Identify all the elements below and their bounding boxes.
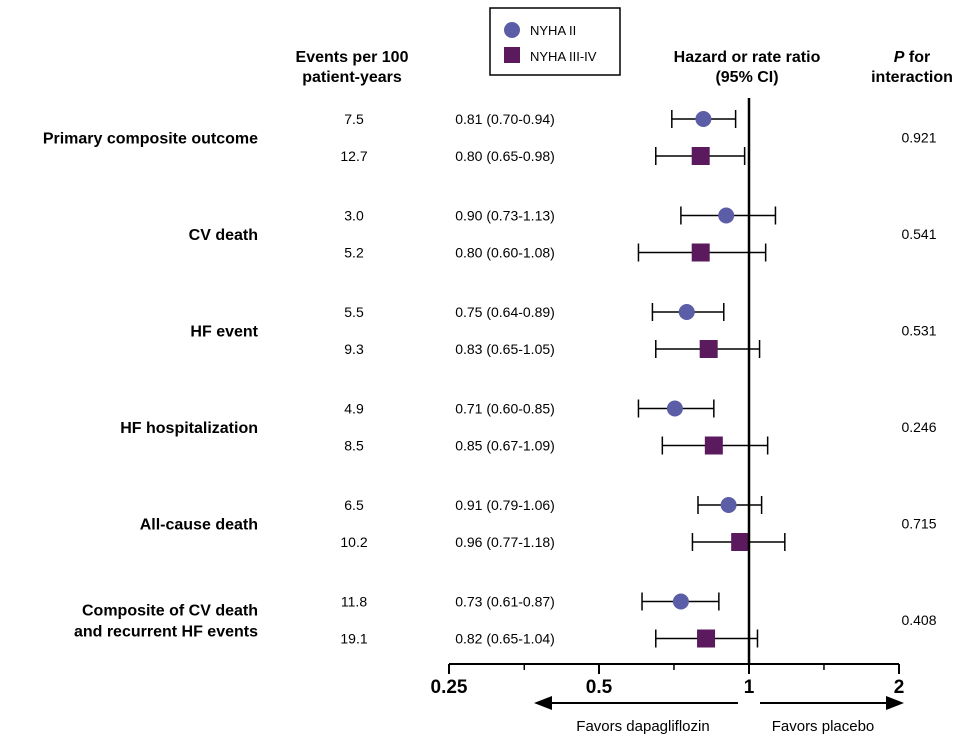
point-estimate-square bbox=[691, 243, 710, 262]
outcome-label: Primary composite outcome bbox=[43, 131, 258, 148]
p-interaction-value: 0.531 bbox=[901, 323, 936, 339]
p-interaction-value: 0.715 bbox=[901, 516, 936, 532]
p-interaction-value: 0.921 bbox=[901, 130, 936, 146]
ci-value: 0.80 (0.65-0.98) bbox=[455, 148, 555, 164]
outcome-label: Composite of CV death bbox=[82, 603, 258, 620]
outcome-rows: Primary composite outcome 0.921 7.5 0.81 (0… bbox=[43, 110, 937, 648]
ci-value: 0.96 (0.77-1.18) bbox=[455, 534, 555, 550]
outcome-group: Primary composite outcome 0.921 7.5 0.81 (0… bbox=[43, 110, 937, 165]
ci-value: 0.83 (0.65-1.05) bbox=[455, 341, 555, 357]
events-header-line2: patient-years bbox=[302, 69, 402, 86]
legend-square-marker bbox=[504, 47, 520, 63]
point-estimate-square bbox=[691, 147, 710, 165]
point-estimate-circle bbox=[718, 207, 735, 224]
legend: NYHA II NYHA III-IV bbox=[489, 7, 621, 76]
ci-value: 0.80 (0.60-1.08) bbox=[455, 245, 555, 261]
point-estimate-circle bbox=[666, 400, 683, 417]
favors-right-label: Favors placebo bbox=[772, 718, 875, 735]
events-value: 9.3 bbox=[344, 341, 364, 357]
x-axis: 0.25 0.5 1 2 bbox=[431, 663, 905, 698]
x-tick-label: 0.5 bbox=[586, 677, 613, 698]
outcome-label: All-cause death bbox=[140, 517, 258, 534]
events-value: 19.1 bbox=[340, 631, 367, 647]
p-header-line2: interaction bbox=[871, 69, 953, 86]
events-value: 6.5 bbox=[344, 497, 364, 513]
favors-left-label: Favors dapagliflozin bbox=[576, 718, 709, 735]
events-header-line1: Events per 100 bbox=[296, 49, 409, 66]
point-estimate-square bbox=[704, 436, 723, 455]
legend-label-nyha-ii: NYHA II bbox=[530, 23, 576, 38]
legend-circle-marker bbox=[504, 22, 520, 38]
point-estimate-circle bbox=[672, 593, 689, 610]
outcome-label: CV death bbox=[189, 227, 258, 244]
legend-label-nyha-iii-iv: NYHA III-IV bbox=[530, 49, 597, 64]
legend-box bbox=[489, 7, 621, 76]
point-estimate-circle bbox=[678, 304, 695, 320]
p-header-line1: P for bbox=[894, 49, 930, 66]
p-interaction-value: 0.408 bbox=[901, 612, 936, 628]
outcome-label: and recurrent HF events bbox=[74, 624, 258, 641]
favors-annotations: Favors dapagliflozin Favors placebo bbox=[534, 696, 904, 735]
outcome-group: HF hospitalization 0.246 4.9 0.71 (0.60-0.8… bbox=[120, 399, 937, 455]
p-header-rest: for bbox=[904, 49, 930, 66]
outcome-group: All-cause death 0.715 6.5 0.91 (0.79-1.06) 1… bbox=[140, 496, 937, 551]
events-value: 11.8 bbox=[341, 594, 367, 610]
x-tick-label: 0.25 bbox=[431, 677, 468, 698]
point-estimate-square bbox=[697, 629, 716, 648]
ci-value: 0.91 (0.79-1.06) bbox=[455, 497, 555, 513]
ci-value: 0.90 (0.73-1.13) bbox=[455, 208, 555, 224]
x-tick-label: 1 bbox=[744, 677, 755, 698]
ci-value: 0.73 (0.61-0.87) bbox=[455, 594, 555, 610]
point-estimate-circle bbox=[720, 497, 737, 513]
p-interaction-value: 0.246 bbox=[901, 419, 936, 435]
events-value: 8.5 bbox=[344, 438, 364, 454]
events-value: 5.5 bbox=[344, 304, 364, 320]
outcome-group: HF event 0.531 5.5 0.75 (0.64-0.89) 9.3 0.83 … bbox=[190, 303, 937, 358]
point-estimate-square bbox=[699, 340, 718, 358]
ci-value: 0.81 (0.70-0.94) bbox=[455, 111, 555, 127]
events-value: 4.9 bbox=[344, 401, 364, 417]
outcome-group: CV death 0.541 3.0 0.90 (0.73-1.13) 5.2 0.80 … bbox=[189, 206, 937, 262]
ci-value: 0.82 (0.65-1.04) bbox=[455, 631, 555, 647]
outcome-label: HF event bbox=[190, 324, 258, 341]
p-interaction-value: 0.541 bbox=[901, 226, 936, 242]
x-tick-label: 2 bbox=[894, 677, 905, 698]
ci-value: 0.75 (0.64-0.89) bbox=[455, 304, 555, 320]
ci-value: 0.71 (0.60-0.85) bbox=[455, 401, 555, 417]
outcome-group: Composite of CV death and recurrent HF ev… bbox=[74, 592, 937, 648]
events-value: 5.2 bbox=[344, 245, 364, 261]
outcome-label: HF hospitalization bbox=[120, 420, 258, 437]
point-estimate-square bbox=[731, 533, 750, 551]
favors-left-arrowhead bbox=[534, 696, 552, 710]
events-value: 7.5 bbox=[344, 111, 364, 127]
ci-value: 0.85 (0.67-1.09) bbox=[455, 438, 555, 454]
column-headers: Events per 100 patient-years Hazard or r… bbox=[296, 49, 953, 86]
events-value: 3.0 bbox=[344, 208, 364, 224]
favors-right-arrowhead bbox=[886, 696, 904, 710]
ratio-header-line2: (95% CI) bbox=[715, 69, 778, 86]
point-estimate-circle bbox=[695, 111, 712, 127]
events-value: 10.2 bbox=[340, 534, 367, 550]
p-header-italic: P bbox=[894, 49, 905, 66]
ratio-header-line1: Hazard or rate ratio bbox=[674, 49, 821, 66]
events-value: 12.7 bbox=[340, 148, 367, 164]
